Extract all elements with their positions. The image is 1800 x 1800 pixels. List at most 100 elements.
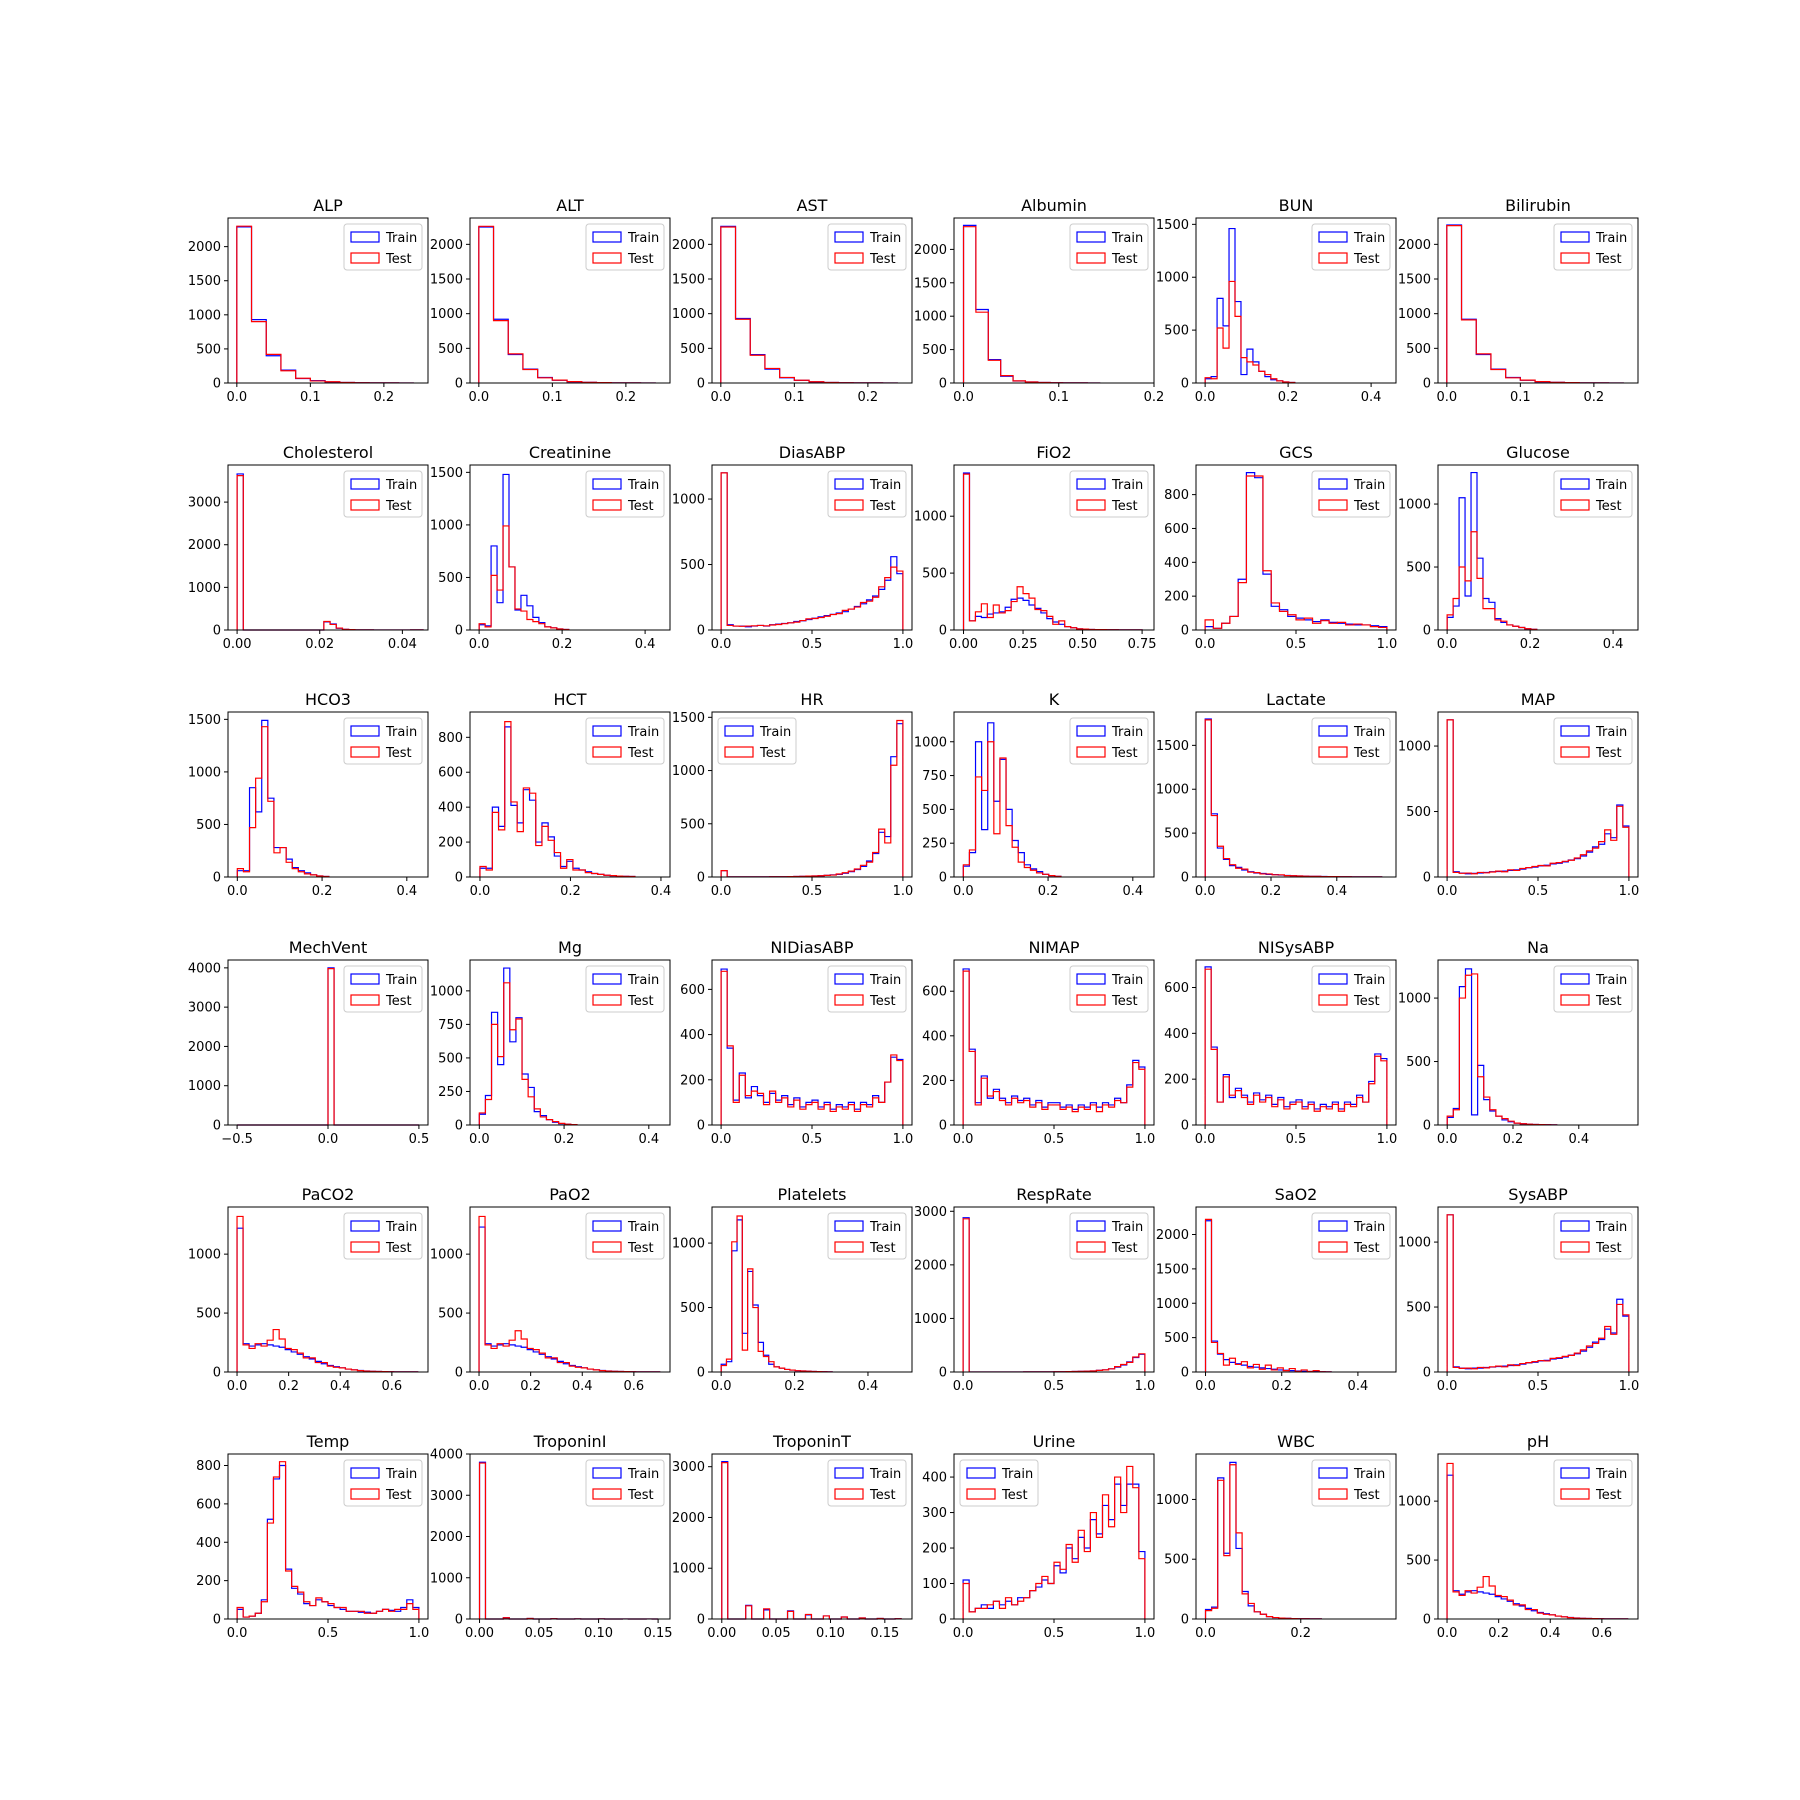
legend-label: Test [1595,746,1622,761]
axes-frame [1437,464,1639,631]
panel-cholesterol: 0.00 0.02 0.04 0 1000 2000 3000 Cholesterol Trai… [188,443,429,652]
legend: Train Test [1553,1212,1633,1260]
panel-title: ALP [313,196,343,215]
legend: Train Test [1311,1459,1391,1507]
panel-title: NIMAP [1028,938,1079,957]
train-legend-swatch [1560,478,1590,490]
legend-box [1069,223,1149,271]
x-tick-label: 0.2 [1278,390,1299,405]
panel-title: SysABP [1508,1185,1568,1204]
test-legend-swatch [1318,252,1348,264]
x-tick-label: −0.5 [221,1132,253,1147]
panel-bun: 0.0 0.2 0.4 0 500 1000 1500 BUN Train Test [1156,196,1397,405]
legend-label: Test [1353,994,1380,1009]
x-tick-label: 0.15 [870,1626,899,1641]
x-tick-label: 1.0 [893,884,914,899]
legend-box [1553,223,1633,271]
legend-label: Train [869,973,901,988]
train-legend-swatch [1318,1220,1348,1232]
legend-box [1553,717,1633,765]
test-legend-swatch [724,746,754,758]
y-tick-label: 0 [455,624,463,639]
y-tick-label: 2000 [1398,238,1431,253]
train-legend-swatch [350,973,380,985]
legend: Train Test [343,717,423,765]
y-tick-label: 1000 [1156,1297,1189,1312]
legend: Train Test [1553,223,1633,271]
y-tick-label: 1500 [1156,218,1189,233]
x-tick-label: 0.10 [584,1626,613,1641]
x-tick-label: 0.2 [1503,1132,1524,1147]
panel-title: TroponinT [772,1432,851,1451]
x-tick-label: 0.0 [711,1132,732,1147]
y-tick-label: 1000 [1398,498,1431,513]
test-legend-swatch [592,252,622,264]
x-tick-label: 0.0 [953,390,974,405]
test-histogram [1446,719,1630,877]
legend: Train Test [827,1459,907,1507]
x-tick-label: 0.6 [382,1379,403,1394]
y-tick-label: 1000 [1398,992,1431,1007]
train-histogram [720,1219,833,1373]
panel-temp: 0.0 0.5 1.0 0 200 400 600 800 Temp Train Test [196,1432,429,1641]
y-tick-label: 200 [438,836,463,851]
x-tick-label: 0.0 [226,390,247,405]
legend: Train Test [1553,717,1633,765]
x-tick-label: 0.2 [312,884,333,899]
legend-box [343,1459,423,1507]
test-legend-swatch [834,499,864,511]
legend-label: Train [759,725,791,740]
legend-box [717,717,797,765]
test-legend-swatch [1318,994,1348,1006]
y-tick-label: 500 [680,1301,705,1316]
axes-frame [469,217,671,384]
legend: Train Test [585,965,665,1013]
x-tick-label: 0.5 [318,1626,339,1641]
legend-label: Test [385,1241,412,1256]
train-legend-swatch [1318,1467,1348,1479]
y-tick-label: 1000 [430,984,463,999]
legend-label: Test [869,499,896,514]
y-tick-label: 750 [438,1018,463,1033]
test-legend-swatch [1560,746,1590,758]
train-legend-swatch [592,478,622,490]
y-tick-label: 0 [455,1119,463,1134]
panel-title: Platelets [778,1185,847,1204]
x-tick-label: 1.0 [409,1626,430,1641]
panel-hco3: 0.0 0.2 0.4 0 500 1000 1500 HCO3 Train Test [188,690,429,899]
y-tick-label: 0 [1181,1366,1189,1381]
panel-alt: 0.0 0.1 0.2 0 500 1000 1500 2000 ALT Train Test [430,196,671,405]
test-legend-swatch [1076,252,1106,264]
x-tick-label: 0.4 [1603,637,1624,652]
panel-pao2: 0.0 0.2 0.4 0.6 0 500 1000 PaO2 Train Test [430,1185,671,1394]
train-legend-swatch [1560,1467,1590,1479]
train-histogram [1446,471,1538,630]
train-legend-swatch [834,478,864,490]
y-tick-label: 3000 [672,1460,705,1475]
y-tick-label: 2000 [914,1258,947,1273]
legend-label: Train [1595,725,1627,740]
axes-frame [227,1206,429,1373]
x-tick-label: 1.0 [1377,1132,1398,1147]
legend-label: Train [1111,1220,1143,1235]
x-tick-label: 0.5 [802,884,823,899]
x-tick-label: 0.0 [1195,390,1216,405]
test-histogram [479,721,636,878]
panel-title: Lactate [1266,690,1326,709]
test-histogram [962,741,1062,877]
y-tick-label: 0 [1181,1119,1189,1134]
y-tick-label: 1500 [430,273,463,288]
y-tick-label: 2000 [430,238,463,253]
legend-label: Train [1001,1467,1033,1482]
panel-title: Mg [558,938,582,957]
train-legend-swatch [1076,725,1106,737]
legend: Train Test [1069,717,1149,765]
y-tick-label: 1000 [430,1571,463,1586]
x-tick-label: 0.0 [468,390,489,405]
y-tick-label: 500 [1164,827,1189,842]
test-histogram [1204,968,1388,1125]
legend-label: Test [1595,1241,1622,1256]
y-tick-label: 200 [680,1073,705,1088]
test-legend-swatch [592,1241,622,1253]
x-tick-label: 0.2 [1520,637,1541,652]
